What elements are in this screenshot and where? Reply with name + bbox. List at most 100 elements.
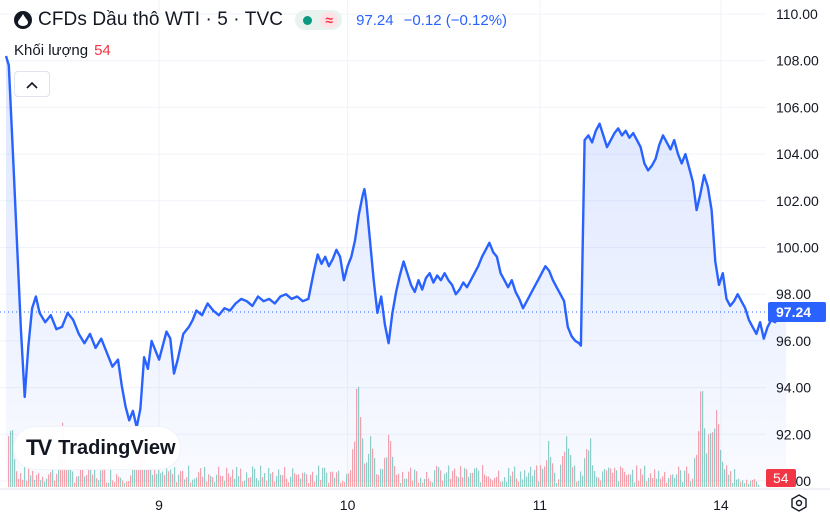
volume-bar xyxy=(258,480,260,487)
volume-bar xyxy=(656,478,658,487)
volume-bar xyxy=(744,482,746,487)
volume-bar xyxy=(736,479,738,487)
volume-bar xyxy=(206,481,208,487)
volume-bar xyxy=(488,476,490,487)
volume-bar xyxy=(462,477,464,487)
volume-bar xyxy=(758,484,760,487)
volume-bar xyxy=(468,476,470,487)
volume-bar xyxy=(286,478,288,487)
volume-bar xyxy=(242,481,244,487)
volume-bar xyxy=(618,481,620,487)
volume-bar xyxy=(424,478,426,487)
volume-bar xyxy=(738,478,740,487)
volume-bar xyxy=(316,475,318,487)
volume-bar xyxy=(670,475,672,487)
x-tick-label: 9 xyxy=(155,497,163,513)
volume-bar xyxy=(634,482,636,487)
volume-bar xyxy=(86,475,88,487)
volume-bar xyxy=(126,481,128,487)
y-tick-label: 98.00 xyxy=(776,286,811,302)
volume-bar xyxy=(26,480,28,487)
y-tick-label: 106.00 xyxy=(776,99,819,115)
chevron-up-icon xyxy=(26,76,38,92)
volume-bar xyxy=(300,478,302,487)
volume-bar xyxy=(30,475,32,487)
volume-bar xyxy=(120,477,122,487)
volume-bar xyxy=(456,476,458,487)
volume-bar xyxy=(234,478,236,487)
volume-bar xyxy=(690,481,692,487)
tradingview-logo[interactable]: TV TradingView xyxy=(14,427,180,469)
volume-bar xyxy=(274,481,276,487)
volume-bar xyxy=(538,481,540,487)
volume-bar xyxy=(250,477,252,487)
volume-bar xyxy=(660,478,662,487)
x-tick-label: 14 xyxy=(713,497,729,513)
volume-bar xyxy=(502,481,504,487)
volume-bar xyxy=(22,479,24,487)
volume-bar xyxy=(220,475,222,487)
volume-bar xyxy=(490,478,492,487)
tradingview-mark-icon: TV xyxy=(26,435,52,460)
volume-bar xyxy=(192,479,194,487)
volume-bar xyxy=(190,482,192,487)
price-change: −0.12 (−0.12%) xyxy=(403,11,508,29)
volume-bar xyxy=(526,476,528,487)
volume-bar xyxy=(492,480,494,487)
volume-bar xyxy=(418,482,420,487)
volume-legend[interactable]: Khối lượng 54 xyxy=(14,42,111,59)
market-status-pill[interactable]: ≈ xyxy=(295,10,343,30)
y-tick-label: 110.00 xyxy=(776,6,818,22)
current-price: 97.24 xyxy=(356,11,394,29)
volume-bar xyxy=(196,477,198,487)
volume-bar xyxy=(244,480,246,487)
volume-bar xyxy=(412,480,414,487)
volume-bar xyxy=(598,477,600,487)
chart-settings-button[interactable] xyxy=(788,493,810,516)
volume-bar xyxy=(432,482,434,487)
last-price-tag-text: 97.24 xyxy=(776,304,811,320)
volume-bar xyxy=(262,476,264,487)
volume-bar xyxy=(44,481,46,487)
volume-bar xyxy=(674,478,676,487)
volume-bar xyxy=(78,475,80,487)
volume-bar xyxy=(176,482,178,487)
volume-bar xyxy=(256,478,258,487)
volume-bar xyxy=(522,479,524,487)
volume-bar xyxy=(746,479,748,487)
x-tick-label: 11 xyxy=(533,497,548,513)
volume-bar xyxy=(342,480,344,487)
y-tick-label: 96.00 xyxy=(776,333,811,349)
volume-bar xyxy=(290,476,292,487)
volume-bar xyxy=(504,477,506,487)
volume-bar xyxy=(558,479,560,487)
collapse-legend-button[interactable] xyxy=(14,71,50,97)
volume-bar xyxy=(428,478,430,487)
volume-bar xyxy=(516,478,518,487)
volume-bar xyxy=(288,482,290,487)
volume-bar xyxy=(212,477,214,487)
volume-bar xyxy=(210,475,212,487)
volume-bar xyxy=(420,477,422,487)
volume-bar xyxy=(652,477,654,487)
volume-bar xyxy=(646,481,648,487)
y-tick-label: 102.00 xyxy=(776,193,819,209)
volume-bar xyxy=(282,475,284,487)
volume-bar xyxy=(108,482,110,487)
volume-bar xyxy=(494,478,496,487)
last-price-tag: 97.24 xyxy=(768,301,826,322)
volume-bar xyxy=(314,481,316,487)
volume-bar xyxy=(748,483,750,487)
volume-bar xyxy=(450,478,452,487)
x-axis[interactable]: 9 10 11 14 xyxy=(0,488,830,513)
volume-bar xyxy=(682,481,684,487)
volume-bar xyxy=(600,480,602,487)
volume-bar xyxy=(752,479,754,487)
symbol-title[interactable]: CFDs Dầu thô WTI · 5 · TVC xyxy=(38,9,284,30)
volume-bar xyxy=(194,478,196,487)
volume-bar xyxy=(34,479,36,487)
wave-icon: ≈ xyxy=(320,12,339,28)
volume-bar xyxy=(496,476,498,487)
volume-bar xyxy=(740,481,742,487)
